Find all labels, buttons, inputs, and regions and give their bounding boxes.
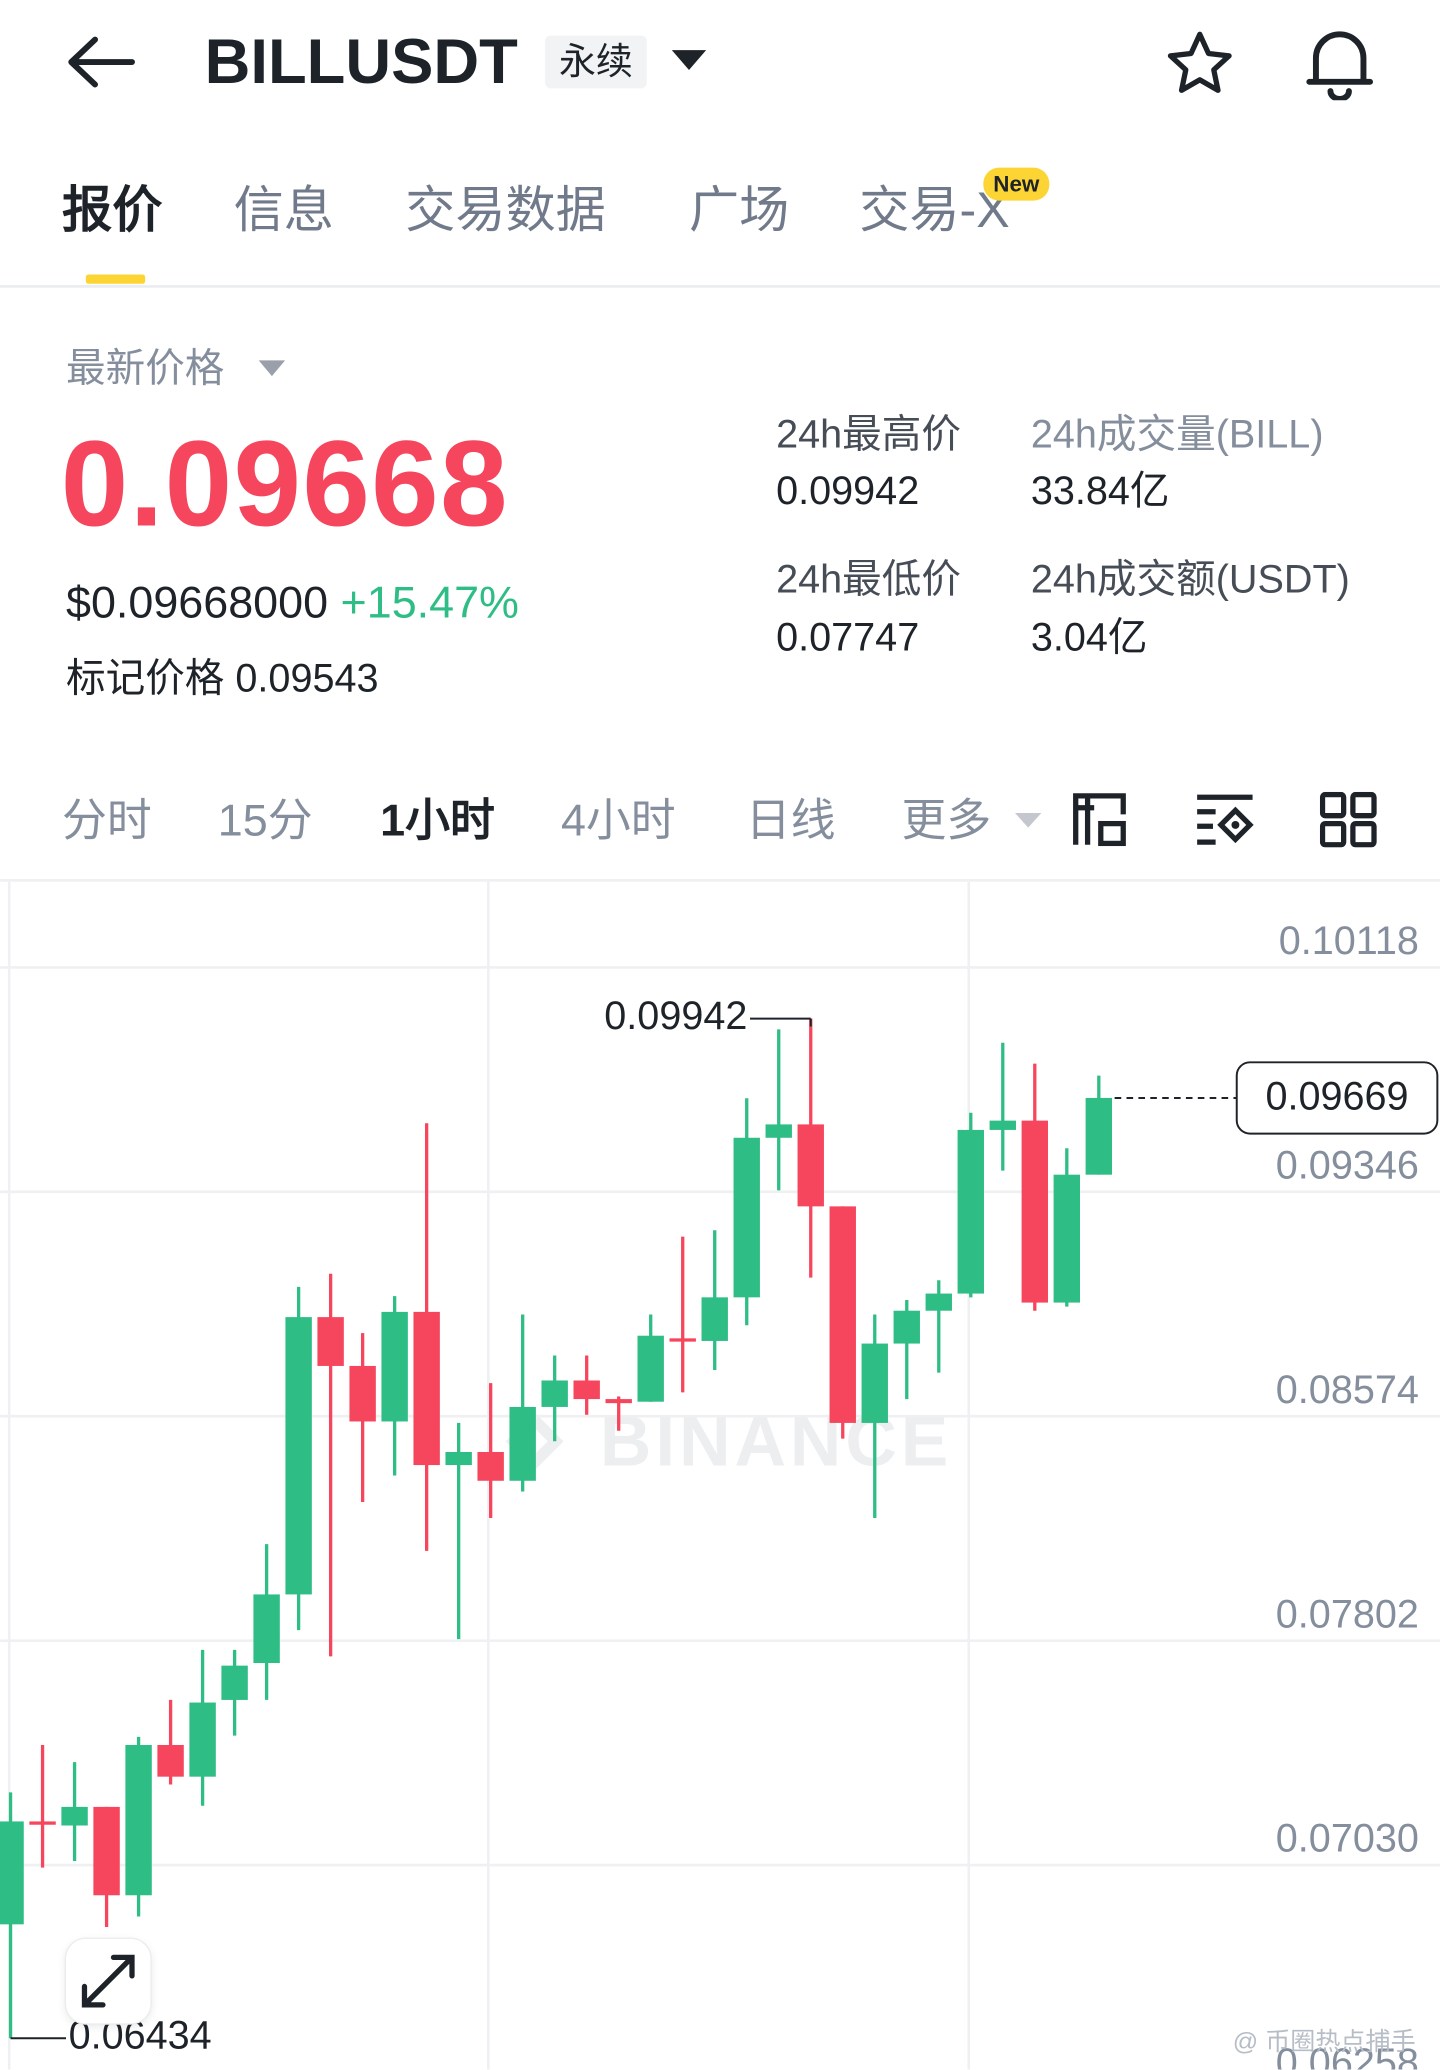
candle-body [1053, 1174, 1080, 1303]
candle-body [733, 1137, 760, 1298]
candle-body [189, 1702, 216, 1777]
symbol[interactable]: BILLUSDT [204, 27, 518, 98]
candle-body [893, 1310, 920, 1344]
contract-tag: 永续 [545, 35, 647, 89]
candle-body [285, 1317, 312, 1595]
stat-label: 24h成交额(USDT) [1030, 558, 1350, 602]
candle-body [765, 1124, 792, 1138]
candle-body [445, 1451, 472, 1466]
stat-value: 33.84亿 [1030, 469, 1170, 514]
candle-body [1021, 1120, 1048, 1303]
candle-body [861, 1343, 888, 1423]
candle-body [605, 1399, 632, 1404]
candle-body [253, 1594, 280, 1664]
stat-value: 0.07747 [776, 616, 920, 660]
stat-label: 24h最高价 [776, 413, 961, 457]
back-button[interactable] [63, 36, 137, 89]
interval[interactable]: 1小时 [380, 795, 495, 847]
candle-body [125, 1744, 152, 1896]
interval[interactable]: 4小时 [560, 795, 676, 847]
usd-price: $0.09668000 +15.47% [66, 581, 519, 626]
y-tick-label: 0.09346 [1276, 1144, 1419, 1188]
symbol-dropdown[interactable] [671, 49, 708, 73]
new-badge: New [983, 167, 1050, 201]
candle-body [317, 1317, 344, 1366]
candle-body [669, 1338, 696, 1342]
candle-body [349, 1365, 376, 1422]
candle-body [573, 1380, 600, 1400]
tab[interactable]: 广场 [688, 183, 790, 239]
tab-indicator [85, 274, 146, 284]
tab[interactable]: 交易数据 [405, 183, 606, 239]
more-arrow [1014, 813, 1042, 828]
candle-body [61, 1806, 88, 1826]
latest-label[interactable]: 最新价格 [65, 347, 225, 391]
mark-price: 标记价格 0.09543 [65, 657, 379, 701]
candle-body [157, 1744, 184, 1777]
high-label: 0.09942 [604, 994, 747, 1038]
candle-body [477, 1451, 504, 1481]
interval[interactable]: 更多 [901, 795, 992, 847]
candle-body [1085, 1097, 1113, 1175]
candle-body [221, 1665, 248, 1700]
y-tick-label: 0.08574 [1276, 1368, 1419, 1412]
candle-body [0, 1821, 24, 1925]
candle-body [701, 1297, 728, 1341]
y-tick-label: 0.06258 [1276, 2041, 1419, 2069]
tab[interactable]: 交易-X [859, 183, 1010, 239]
chart-tool-button[interactable] [1072, 792, 1130, 847]
candle-body [637, 1335, 664, 1402]
interval[interactable]: 日线 [745, 795, 836, 847]
dropdown-arrow [258, 360, 286, 377]
alert-button[interactable] [1304, 24, 1375, 101]
candle-body [29, 1821, 56, 1825]
mark-label: 标记价格 [65, 657, 225, 701]
layout-button[interactable] [1319, 791, 1378, 848]
chart-watermark: BINANCE [600, 1401, 952, 1481]
candle-body [381, 1311, 408, 1422]
candle-body [509, 1406, 536, 1481]
candle-body [989, 1120, 1016, 1130]
candle-body [541, 1380, 568, 1407]
divider [0, 879, 1440, 882]
last-price-label: 0.09669 [1266, 1075, 1409, 1119]
favorite-button[interactable] [1164, 29, 1235, 100]
divider [0, 285, 1440, 288]
usd-price-value: $0.09668000 [65, 578, 329, 629]
candle-body [797, 1124, 824, 1207]
candlestick-chart: BINANCE 0.10118 0.09346 0.08574 0.07802 0.07… [0, 881, 1440, 2070]
candle-body [957, 1129, 984, 1294]
last-price: 0.09668 [60, 417, 509, 552]
stat-value: 0.09942 [776, 469, 920, 514]
stat-label: 24h成交量(BILL) [1030, 413, 1324, 457]
price-change: +15.47% [340, 578, 519, 629]
stat-label: 24h最低价 [776, 558, 961, 602]
candle-body [829, 1206, 856, 1423]
indicator-button[interactable] [1195, 792, 1256, 847]
tab[interactable]: 信息 [233, 183, 334, 239]
tab[interactable]: 报价 [62, 183, 163, 239]
y-tick-label: 0.07030 [1276, 1817, 1419, 1861]
y-tick-label: 0.10118 [1279, 919, 1419, 963]
watermark: @ 币圈热点捕手 [1232, 2028, 1416, 2057]
interval[interactable]: 15分 [217, 795, 313, 847]
interval[interactable]: 分时 [62, 795, 152, 847]
mark-value: 0.09543 [235, 657, 379, 701]
candle-body [925, 1293, 952, 1311]
candle-body [413, 1311, 440, 1466]
y-tick-label: 0.07802 [1276, 1592, 1419, 1636]
fullscreen-icon [81, 1954, 135, 2008]
candle-body [93, 1806, 120, 1896]
last-price-box [1235, 1061, 1439, 1135]
stat-value: 3.04亿 [1030, 616, 1148, 660]
fullscreen-button[interactable] [64, 1937, 152, 2025]
